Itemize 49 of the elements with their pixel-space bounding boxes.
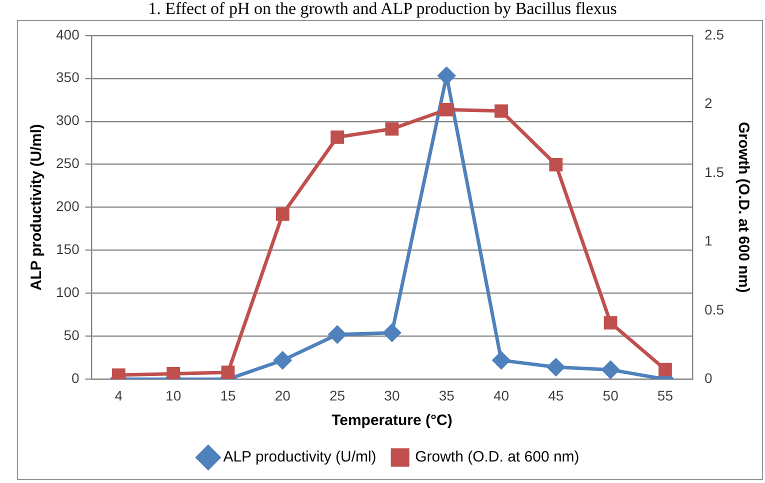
y-tick-label: 100 bbox=[56, 284, 80, 300]
x-tick-label: 45 bbox=[548, 387, 564, 404]
y2-tick-label: 0.5 bbox=[704, 301, 724, 318]
x-tick-label: 20 bbox=[274, 387, 291, 404]
y-tick-label: 150 bbox=[56, 241, 80, 258]
y-tick-label: 350 bbox=[56, 69, 80, 86]
point bbox=[383, 324, 401, 342]
point bbox=[385, 122, 399, 136]
y-tick-label: 250 bbox=[56, 155, 80, 172]
y-tick-label: 300 bbox=[56, 112, 80, 128]
point bbox=[438, 67, 456, 85]
point bbox=[549, 158, 563, 172]
x-tick-label: 30 bbox=[384, 387, 400, 404]
y-tick-label: 0 bbox=[72, 370, 80, 386]
point bbox=[604, 316, 618, 330]
point bbox=[658, 362, 672, 376]
y-axis-title: ALP productivity (U/ml) bbox=[28, 124, 46, 291]
point bbox=[494, 104, 508, 118]
point bbox=[276, 207, 290, 221]
point bbox=[440, 102, 454, 116]
x-tick-label: 50 bbox=[602, 387, 619, 404]
x-tick-label: 25 bbox=[330, 387, 346, 404]
point bbox=[221, 366, 235, 380]
y2-tick-label: 2.5 bbox=[704, 26, 724, 42]
x-tick-label: 55 bbox=[657, 387, 674, 404]
x-tick-label: 4 bbox=[114, 387, 123, 404]
y-tick-label: 200 bbox=[56, 198, 80, 214]
point bbox=[330, 130, 344, 144]
point bbox=[602, 360, 620, 378]
x-tick-label: 35 bbox=[438, 387, 455, 404]
y2-tick-label: 1 bbox=[704, 232, 713, 249]
chart-title: 1. Effect of pH on the growth and ALP production by Bacillus flexus bbox=[147, 0, 618, 18]
y2-tick-label: 2 bbox=[704, 95, 713, 112]
x-tick-label: 40 bbox=[493, 387, 510, 404]
y2-axis-title: Growth (O.D. at 600 nm) bbox=[734, 122, 752, 293]
y2-tick-label: 1.5 bbox=[704, 164, 724, 180]
y-tick-label: 400 bbox=[56, 26, 80, 42]
y-tick-label: 50 bbox=[64, 327, 80, 344]
point bbox=[166, 367, 180, 380]
x-tick-label: 15 bbox=[220, 387, 236, 404]
point bbox=[328, 326, 346, 344]
point bbox=[274, 352, 292, 370]
x-axis-title: Temperature (°C) bbox=[332, 412, 452, 430]
x-tick-label: 10 bbox=[166, 387, 182, 404]
legend-label: ALP productivity (U/ml) bbox=[223, 448, 376, 466]
point bbox=[492, 352, 510, 370]
y2-tick-label: 0 bbox=[704, 370, 713, 386]
legend-label: Growth (O.D. at 600 nm) bbox=[415, 448, 580, 466]
point bbox=[547, 358, 565, 376]
